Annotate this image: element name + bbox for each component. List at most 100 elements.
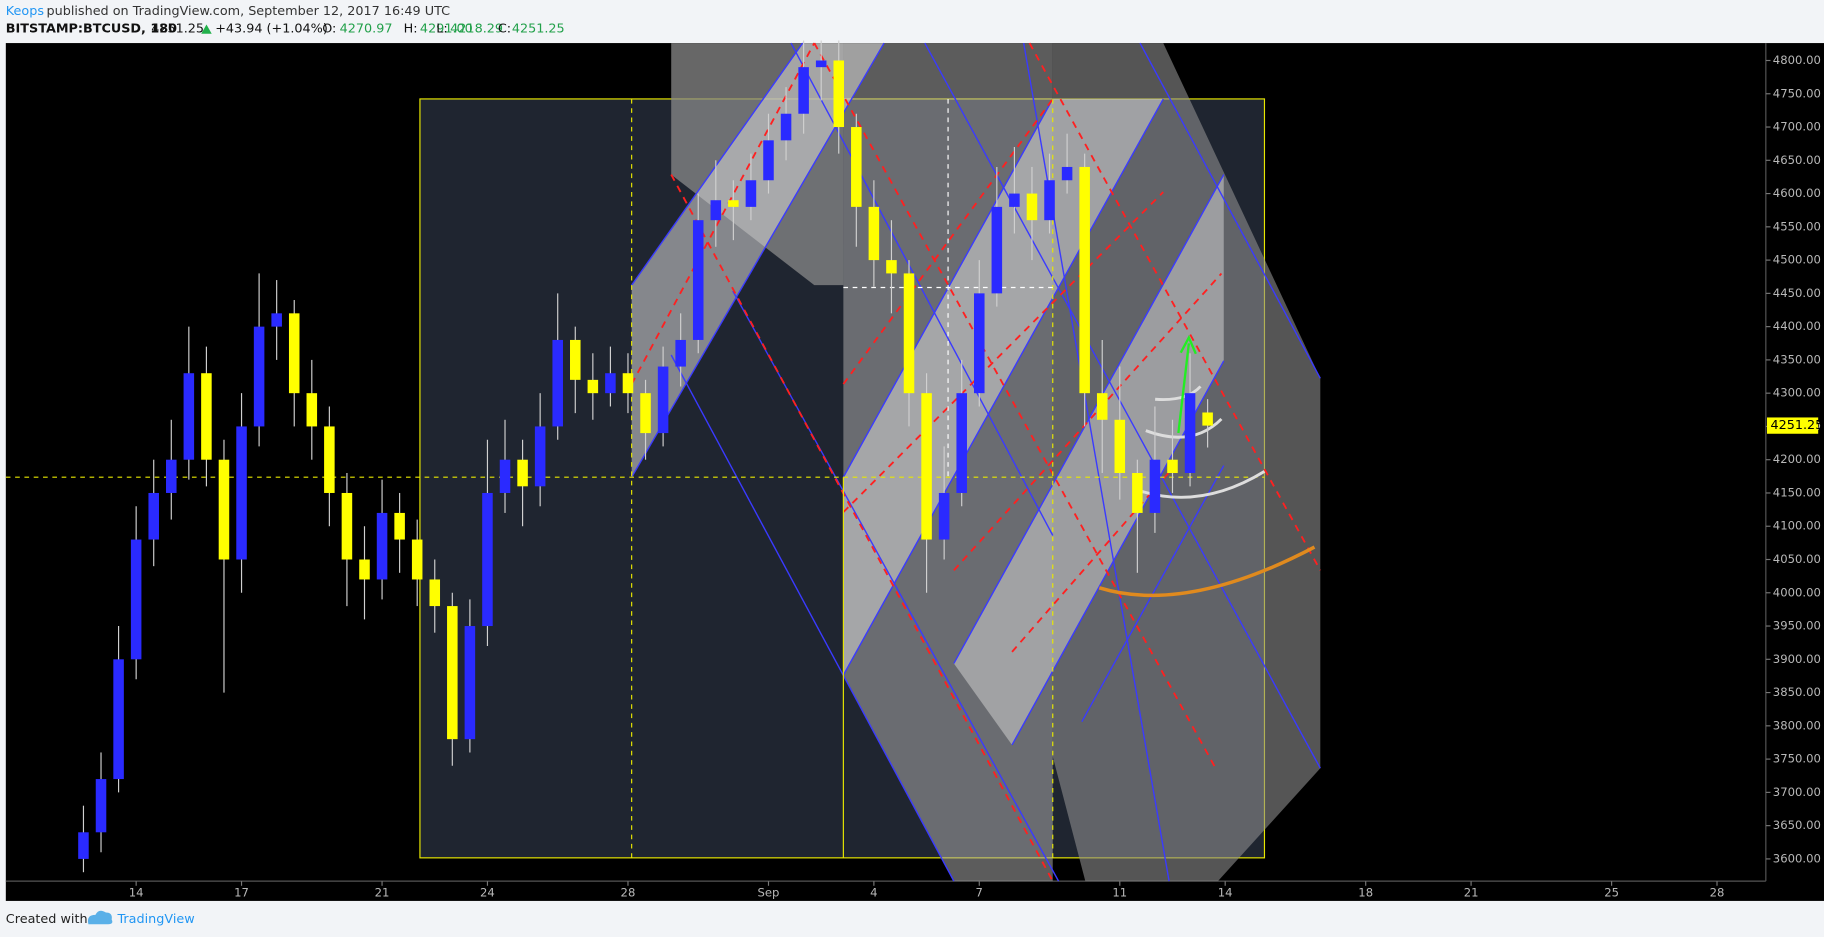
last-price-tag <box>1767 417 1819 434</box>
x-tick-label: 21 <box>375 885 390 899</box>
x-tick-label: 24 <box>480 885 495 899</box>
x-tick-label: 11 <box>1112 885 1127 899</box>
red-dashed <box>670 174 1054 882</box>
x-tick-label: 28 <box>621 885 636 899</box>
candle-body <box>341 492 353 560</box>
candle-body <box>657 366 669 434</box>
candle-body <box>780 113 792 141</box>
candle-body <box>517 459 528 487</box>
y-tick-label: 4750.00 <box>1773 86 1821 100</box>
x-tick-label: 25 <box>1604 885 1619 899</box>
arc <box>1133 470 1266 499</box>
candle-body <box>710 200 722 221</box>
channel-line <box>1081 465 1225 723</box>
candle-body <box>447 606 458 740</box>
candle-body <box>288 313 300 394</box>
candle-body <box>306 393 318 427</box>
drawings <box>5 42 1322 882</box>
y-tick-label: 4550.00 <box>1773 219 1821 233</box>
candle-body <box>1167 459 1178 474</box>
y-tick-label: 4100.00 <box>1773 519 1821 533</box>
y-tick-label: 4500.00 <box>1773 253 1821 267</box>
candle-body <box>78 832 89 859</box>
symbol: BITSTAMP:BTCUSD, 180 <box>6 22 177 37</box>
red-dashed <box>1028 42 1322 571</box>
y-tick-label: 4350.00 <box>1773 352 1821 366</box>
candle-body <box>236 426 247 560</box>
candle-body <box>974 293 985 394</box>
channel <box>953 174 1224 745</box>
candle-body <box>622 373 634 394</box>
x-tick-label: 7 <box>976 885 983 899</box>
y-tick-label: 3950.00 <box>1773 619 1821 633</box>
arc <box>1098 545 1316 598</box>
red-dashed <box>1011 464 1176 653</box>
candle-body <box>1096 393 1108 420</box>
candle-body <box>1149 459 1161 513</box>
red-dashed <box>630 42 816 385</box>
open-label: O: <box>322 22 336 37</box>
axes: 3600.00 3650.00 3700.00 3750.00 3800.00 3850.… <box>129 53 1824 899</box>
candle-body <box>921 393 932 540</box>
candle-body <box>253 326 265 427</box>
channel-line <box>631 42 804 286</box>
y-tick-label: 3700.00 <box>1773 785 1821 799</box>
candle-body <box>183 373 195 460</box>
candle-body <box>886 260 897 274</box>
red-dashed <box>842 98 1054 385</box>
candle-body <box>1044 180 1055 221</box>
candle-body <box>605 373 616 394</box>
footer-text: Created with <box>6 912 88 927</box>
channel-line <box>1139 42 1321 379</box>
candle-body <box>1079 166 1090 394</box>
open-value: 4270.97 <box>340 22 393 37</box>
candle-body <box>815 60 827 68</box>
x-tick-label: 4 <box>870 885 877 899</box>
candle-body <box>552 339 563 427</box>
last-price: 4251.25 <box>151 22 204 37</box>
tradingview-logo <box>87 910 113 925</box>
y-tick-label: 4150.00 <box>1773 485 1821 499</box>
x-tick-label: 14 <box>1218 885 1233 899</box>
candles <box>78 40 1213 873</box>
x-tick-label: 14 <box>129 885 144 899</box>
candle-body <box>798 67 809 114</box>
candle-body <box>130 539 142 660</box>
x-tick-label: Sep <box>758 885 780 899</box>
candle-body <box>763 140 774 181</box>
candle-body <box>903 273 915 394</box>
red-dashed <box>953 272 1223 571</box>
candle-body <box>728 200 739 207</box>
candle-body <box>394 512 405 540</box>
candle-body <box>1061 166 1073 181</box>
high-value: 4291.00 <box>420 22 473 37</box>
candle-body <box>271 313 282 327</box>
red-dashed <box>842 191 1164 513</box>
candle-body <box>1026 193 1038 221</box>
last-price-label: 4251.25 <box>1770 418 1823 433</box>
candle-body <box>868 206 880 261</box>
x-tick-label: 21 <box>1464 885 1479 899</box>
y-tick-label: 4700.00 <box>1773 120 1821 134</box>
y-tick-label: 4200.00 <box>1773 452 1821 466</box>
y-tick-label: 4800.00 <box>1773 53 1821 67</box>
candle-body <box>218 459 230 560</box>
y-tick-label: 3900.00 <box>1773 652 1821 666</box>
candle-body <box>359 559 370 580</box>
y-tick-label: 4450.00 <box>1773 286 1821 300</box>
candle-body <box>482 492 493 627</box>
close-label: C: <box>498 22 511 37</box>
y-tick-label: 4300.00 <box>1773 386 1821 400</box>
arrowhead <box>1179 334 1197 355</box>
candle-body <box>1009 193 1020 207</box>
candle-body <box>640 393 651 434</box>
y-tick-label: 4050.00 <box>1773 552 1821 566</box>
x-tick-label: 28 <box>1710 885 1725 899</box>
candle-body <box>675 339 686 367</box>
y-tick-label: 3800.00 <box>1773 718 1821 732</box>
y-tick-label: 4400.00 <box>1773 319 1821 333</box>
footer-brand[interactable]: TradingView <box>116 912 194 927</box>
author[interactable]: Keops <box>6 4 45 19</box>
candle-body <box>499 459 511 493</box>
candle-body <box>324 426 335 493</box>
